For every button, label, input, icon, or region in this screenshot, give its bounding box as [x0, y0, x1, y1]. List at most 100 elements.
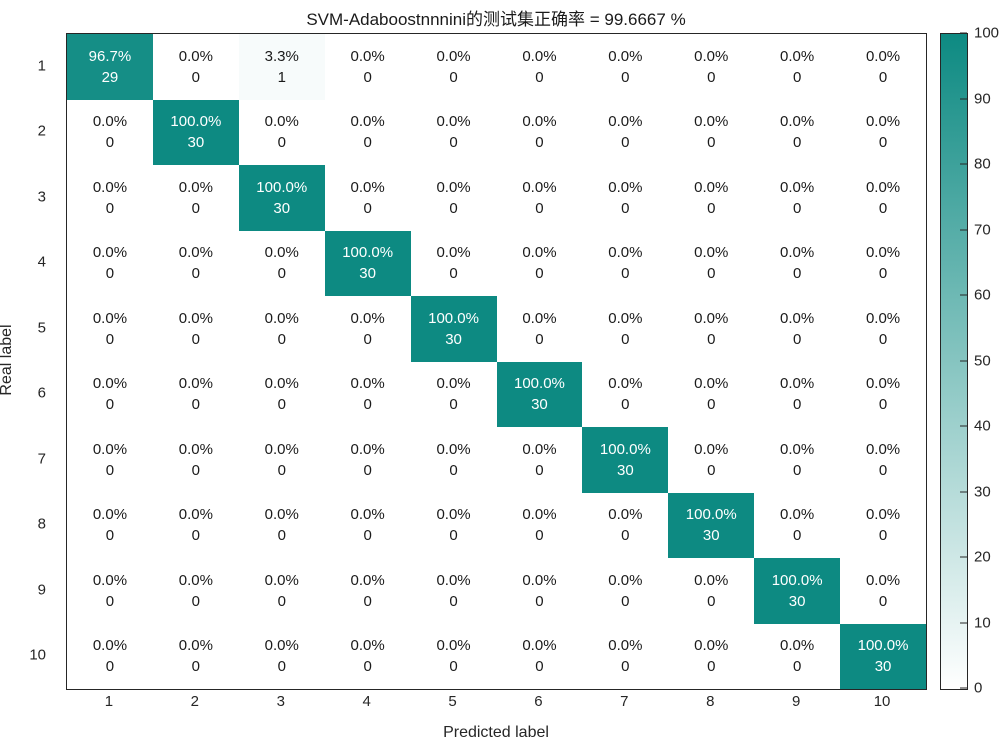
cell-percent: 0.0% — [780, 244, 815, 262]
matrix-cell-r5c4: 0.0% 0 — [324, 296, 411, 362]
y-tick-label: 7 — [37, 450, 46, 468]
cell-percent: 0.0% — [865, 178, 901, 196]
cell-count: 0 — [707, 330, 716, 348]
cell-percent: 0.0% — [178, 637, 213, 655]
matrix-cell-r4c4: 100.0% 30 — [324, 230, 411, 296]
y-tick-label: 9 — [37, 581, 46, 599]
cell-count: 0 — [363, 592, 372, 610]
cell-percent: 0.0% — [92, 244, 128, 262]
cell-count: 0 — [277, 527, 286, 545]
colorbar-tick-mark — [960, 425, 967, 427]
matrix-cell-r6c6: 100.0% 30 — [496, 361, 583, 427]
cell-percent: 0.0% — [264, 375, 299, 393]
cell-count: 0 — [535, 527, 544, 545]
colorbar-tick-label: 70 — [974, 221, 991, 238]
x-tick-label: 7 — [620, 693, 629, 710]
cell-percent: 0.0% — [350, 309, 385, 327]
cell-count: 0 — [105, 592, 115, 610]
cell-percent: 0.0% — [436, 178, 471, 196]
cell-percent: 0.0% — [350, 440, 385, 458]
matrix-cell-r7c3: 0.0% 0 — [238, 427, 325, 493]
cell-count: 30 — [359, 265, 376, 283]
cell-count: 0 — [105, 134, 115, 152]
cell-count: 0 — [878, 134, 888, 152]
cell-percent: 0.0% — [350, 178, 385, 196]
cell-count: 0 — [363, 658, 372, 676]
cell-percent: 0.0% — [264, 637, 299, 655]
cell-count: 0 — [449, 68, 458, 86]
cell-count: 0 — [449, 461, 458, 479]
matrix-cell-r3c5: 0.0% 0 — [410, 165, 497, 231]
cell-percent: 0.0% — [436, 375, 471, 393]
cell-percent: 0.0% — [436, 571, 471, 589]
cell-count: 0 — [878, 396, 888, 414]
y-tick-label: 2 — [37, 122, 46, 140]
colorbar — [940, 33, 968, 690]
cell-percent: 0.0% — [608, 178, 643, 196]
matrix-cell-r9c7: 0.0% 0 — [582, 558, 669, 624]
cell-count: 0 — [878, 68, 888, 86]
matrix-cell-r3c2: 0.0% 0 — [152, 165, 239, 231]
cell-percent: 0.0% — [178, 506, 213, 524]
cell-count: 30 — [617, 461, 634, 479]
cell-count: 0 — [105, 658, 115, 676]
matrix-cell-r4c7: 0.0% 0 — [582, 230, 669, 296]
cell-count: 0 — [792, 199, 802, 217]
cell-percent: 0.0% — [436, 113, 471, 131]
matrix-cell-r10c8: 0.0% 0 — [668, 623, 755, 689]
cell-count: 0 — [191, 658, 201, 676]
colorbar-tick-label: 90 — [974, 90, 991, 107]
cell-count: 0 — [449, 199, 458, 217]
cell-percent: 0.0% — [522, 506, 557, 524]
colorbar-tick-label: 50 — [974, 352, 991, 369]
cell-percent: 0.0% — [92, 178, 128, 196]
cell-percent: 0.0% — [865, 440, 901, 458]
matrix-cell-r3c1: 0.0% 0 — [67, 165, 153, 231]
cell-percent: 0.0% — [865, 113, 901, 131]
cell-count: 0 — [277, 134, 286, 152]
matrix-cell-r10c3: 0.0% 0 — [238, 623, 325, 689]
cell-count: 0 — [792, 527, 802, 545]
matrix-cell-r4c10: 0.0% 0 — [840, 230, 926, 296]
x-tick-label: 6 — [534, 693, 543, 710]
cell-count: 0 — [449, 265, 458, 283]
x-tick-label: 9 — [791, 693, 801, 710]
cell-percent: 0.0% — [608, 571, 643, 589]
cell-count: 0 — [191, 265, 201, 283]
matrix-cell-r8c3: 0.0% 0 — [238, 492, 325, 558]
cell-percent: 0.0% — [780, 113, 815, 131]
matrix-cell-r3c8: 0.0% 0 — [668, 165, 755, 231]
matrix-cell-r4c8: 0.0% 0 — [668, 230, 755, 296]
cell-count: 0 — [363, 330, 372, 348]
colorbar-tick-mark — [960, 98, 967, 99]
chart-title: SVM-Adaboostnnnini的测试集正确率 = 99.6667 % — [306, 10, 686, 29]
matrix-cell-r5c2: 0.0% 0 — [152, 296, 239, 362]
cell-count: 0 — [707, 199, 716, 217]
cell-percent: 0.0% — [178, 440, 213, 458]
cell-count: 0 — [621, 68, 630, 86]
matrix-cell-r3c10: 0.0% 0 — [840, 165, 926, 231]
matrix-cell-r6c7: 0.0% 0 — [582, 361, 669, 427]
cell-percent: 0.0% — [92, 375, 128, 393]
cell-percent: 0.0% — [694, 178, 729, 196]
cell-count: 0 — [621, 592, 630, 610]
matrix-cell-r2c5: 0.0% 0 — [410, 99, 497, 165]
matrix-cell-r8c4: 0.0% 0 — [324, 492, 411, 558]
matrix-cell-r1c8: 0.0% 0 — [668, 34, 755, 100]
cell-percent: 0.0% — [865, 47, 901, 65]
cell-count: 0 — [707, 396, 716, 414]
cell-percent: 0.0% — [178, 309, 213, 327]
colorbar-tick-mark — [960, 556, 967, 558]
matrix-cell-r3c6: 0.0% 0 — [496, 165, 583, 231]
matrix-cell-r6c5: 0.0% 0 — [410, 361, 497, 427]
cell-percent: 0.0% — [608, 375, 643, 393]
cell-percent: 0.0% — [694, 440, 729, 458]
colorbar-tick-mark — [960, 622, 967, 623]
cell-count: 29 — [101, 68, 119, 86]
matrix-cell-r4c3: 0.0% 0 — [238, 230, 325, 296]
cell-percent: 100.0% — [342, 244, 394, 262]
cell-percent: 0.0% — [522, 637, 557, 655]
cell-percent: 0.0% — [694, 113, 729, 131]
y-tick-label: 5 — [37, 319, 46, 337]
